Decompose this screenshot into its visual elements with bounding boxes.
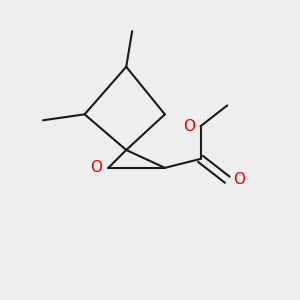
Text: O: O	[183, 119, 195, 134]
Text: O: O	[91, 160, 103, 175]
Text: O: O	[233, 172, 245, 187]
